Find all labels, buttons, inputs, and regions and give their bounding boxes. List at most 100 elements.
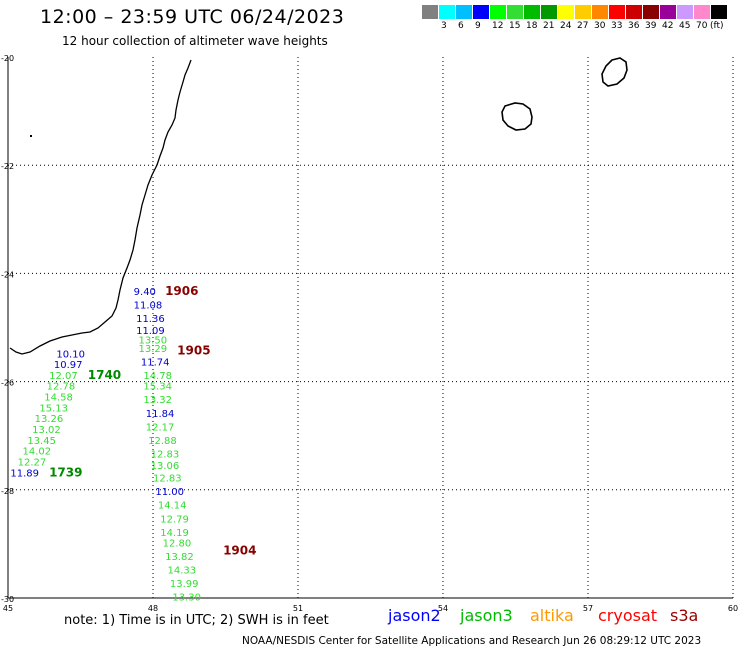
wave-height-label: 14.78 bbox=[143, 371, 172, 382]
wave-height-label: 9.40 bbox=[134, 287, 156, 298]
wave-height-label: 10.97 bbox=[54, 360, 83, 371]
mission-legend-cryosat: cryosat bbox=[598, 606, 658, 625]
colorbar-swatch bbox=[456, 5, 472, 19]
latitude-tick-label: -24 bbox=[1, 270, 14, 279]
colorbar-tick-label: 42 bbox=[662, 21, 674, 31]
wave-height-label: 13.45 bbox=[27, 436, 56, 447]
colorbar-tick-label: 33 bbox=[611, 21, 623, 31]
colorbar-swatch bbox=[439, 5, 455, 19]
colorbar-swatch bbox=[677, 5, 693, 19]
colorbar-tick-label: 12 bbox=[492, 21, 504, 31]
mission-legend-s3a: s3a bbox=[670, 606, 699, 625]
mauritius-island bbox=[601, 57, 628, 87]
colorbar-tick-label: 3 bbox=[441, 21, 447, 31]
wave-height-label: 11.74 bbox=[141, 357, 170, 368]
wave-height-label: 15.13 bbox=[39, 403, 68, 414]
pass-time-label: 1905 bbox=[177, 344, 210, 358]
pass-time-label: 1739 bbox=[49, 465, 82, 479]
colorbar-tick-label: 21 bbox=[543, 21, 555, 31]
colorbar-unit-label: (ft) bbox=[710, 21, 724, 31]
latitude-tick-label: -30 bbox=[1, 595, 14, 604]
colorbar-swatch bbox=[643, 5, 659, 19]
wave-height-label: 13.02 bbox=[32, 425, 61, 436]
wave-height-label: 12.17 bbox=[146, 422, 175, 433]
colorbar-tick-label: 9 bbox=[475, 21, 481, 31]
wave-height-label: 13.82 bbox=[165, 552, 194, 563]
wave-height-label: 12.27 bbox=[18, 457, 47, 468]
wave-height-label: 13.06 bbox=[151, 461, 180, 472]
latitude-tick-label: -28 bbox=[1, 487, 14, 496]
colorbar-swatch bbox=[626, 5, 642, 19]
colorbar-tick-label: 18 bbox=[526, 21, 538, 31]
colorbar-swatch bbox=[473, 5, 489, 19]
longitude-tick-label: 48 bbox=[148, 604, 158, 613]
mission-legend-altika: altika bbox=[530, 606, 574, 625]
colorbar-swatch bbox=[575, 5, 591, 19]
colorbar-swatch bbox=[422, 5, 438, 19]
colorbar-swatch bbox=[558, 5, 574, 19]
colorbar-swatch bbox=[524, 5, 540, 19]
colorbar-tick-label: 30 bbox=[594, 21, 606, 31]
madagascar-coastline bbox=[9, 59, 192, 355]
wave-height-label: 12.83 bbox=[153, 474, 182, 485]
wave-height-label: 14.33 bbox=[168, 566, 197, 577]
wave-height-label: 13.50 bbox=[139, 336, 168, 347]
colorbar-tick-label: 70 bbox=[696, 21, 708, 31]
colorbar-tick-label: 39 bbox=[645, 21, 657, 31]
colorbar-swatch bbox=[609, 5, 625, 19]
colorbar-tick-label: 24 bbox=[560, 21, 572, 31]
wave-height-label: 10.10 bbox=[56, 349, 85, 360]
map-grid: 45 48 51 54 57 60 -20 -22 -24 -26 -28 -30 bbox=[1, 54, 738, 613]
wave-height-label: 12.07 bbox=[49, 371, 78, 382]
colorbar-swatch bbox=[694, 5, 710, 19]
colorbar-tick-label: 45 bbox=[679, 21, 691, 31]
mission-legend-jason3: jason3 bbox=[460, 606, 513, 625]
wave-height-label: 11.08 bbox=[134, 301, 163, 312]
wave-height-label: 12.80 bbox=[163, 539, 192, 550]
pass-time-label: 1904 bbox=[223, 544, 256, 558]
wave-height-label: 14.02 bbox=[23, 447, 52, 458]
wave-height-label: 14.19 bbox=[160, 528, 189, 539]
colorbar-swatch bbox=[490, 5, 506, 19]
colorbar-tick-label: 6 bbox=[458, 21, 464, 31]
mission-legend-jason2: jason2 bbox=[388, 606, 441, 625]
wave-height-label: 12.79 bbox=[160, 514, 189, 525]
wave-height-label: 12.83 bbox=[151, 449, 180, 460]
colorbar-swatch bbox=[711, 5, 727, 19]
wave-height-label: 11.36 bbox=[136, 314, 165, 325]
wave-height-label: 11.09 bbox=[136, 326, 165, 337]
wave-height-label: 13.26 bbox=[35, 414, 64, 425]
pass-time-label: 1740 bbox=[88, 368, 121, 382]
colorbar-swatch bbox=[541, 5, 557, 19]
latitude-tick-label: -26 bbox=[1, 379, 14, 388]
longitude-tick-label: 51 bbox=[293, 604, 303, 613]
colorbar-swatch bbox=[592, 5, 608, 19]
wave-height-label: 13.32 bbox=[143, 395, 172, 406]
wave-height-label: 11.00 bbox=[155, 487, 184, 498]
credit-footer: NOAA/NESDIS Center for Satellite Applica… bbox=[242, 635, 702, 647]
wave-height-label: 14.14 bbox=[158, 501, 187, 512]
wave-height-label: 11.89 bbox=[10, 468, 39, 479]
colorbar-tick-label: 27 bbox=[577, 21, 589, 31]
wave-height-label: 14.58 bbox=[44, 393, 73, 404]
wave-height-label: 11.84 bbox=[146, 409, 175, 420]
wave-height-label: 15.34 bbox=[143, 382, 172, 393]
longitude-tick-label: 45 bbox=[3, 604, 13, 613]
longitude-tick-label: 54 bbox=[438, 604, 448, 613]
pass-time-label: 1906 bbox=[165, 284, 198, 298]
colorbar-swatch bbox=[507, 5, 523, 19]
latitude-tick-label: -20 bbox=[1, 54, 14, 63]
longitude-tick-label: 60 bbox=[728, 604, 738, 613]
colorbar-tick-label: 36 bbox=[628, 21, 640, 31]
wave-height-label: 13.30 bbox=[172, 593, 201, 604]
latitude-tick-label: -22 bbox=[1, 162, 14, 171]
colorbar-tick-label: 15 bbox=[509, 21, 521, 31]
units-note: note: 1) Time is in UTC; 2) SWH is in fe… bbox=[64, 613, 329, 628]
map-subtitle: 12 hour collection of altimeter wave hei… bbox=[62, 34, 328, 48]
wave-height-label: 12.78 bbox=[47, 382, 76, 393]
wave-height-label: 12.88 bbox=[148, 436, 177, 447]
wave-height-labels: 9.4011.0811.3611.0913.5013.2911.7414.781… bbox=[10, 284, 256, 604]
wave-height-label: 13.29 bbox=[139, 344, 168, 355]
map-title: 12:00 – 23:59 UTC 06/24/2023 bbox=[40, 6, 345, 28]
